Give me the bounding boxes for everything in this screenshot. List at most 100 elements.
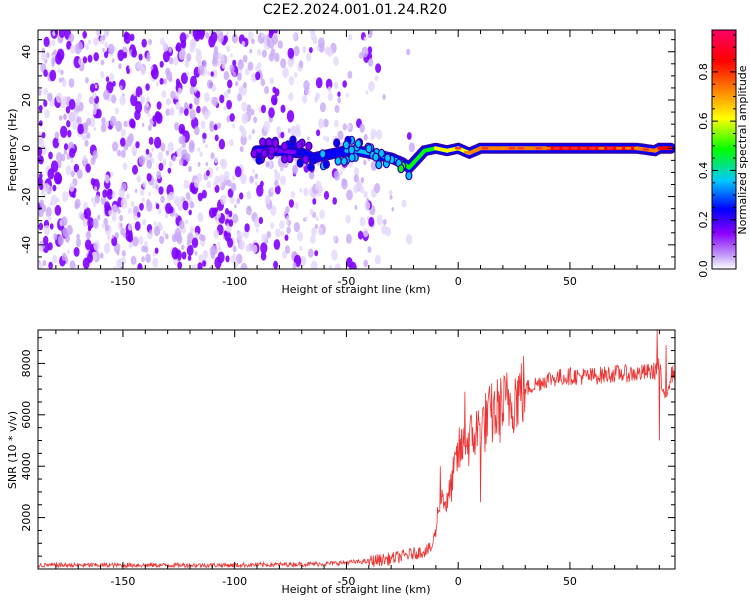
noise-speck xyxy=(172,155,177,162)
snr-x-ticks: -150 -100 -50 0 50 xyxy=(55,330,660,588)
noise-speck xyxy=(103,89,110,101)
noise-speck xyxy=(54,131,60,139)
noise-speck xyxy=(92,218,99,229)
noise-speck xyxy=(104,41,109,49)
noise-speck xyxy=(178,203,183,212)
noise-speck xyxy=(202,132,207,140)
spectrogram-y-ticks: -40 -20 0 20 40 xyxy=(20,39,675,270)
noise-speck xyxy=(47,168,55,180)
noise-speck xyxy=(228,219,234,227)
noise-speck xyxy=(284,245,291,254)
ridge-core-dash xyxy=(580,147,587,150)
noise-speck xyxy=(232,123,236,129)
noise-speck xyxy=(298,60,304,68)
noise-speck xyxy=(103,217,108,226)
noise-speck xyxy=(290,126,296,136)
noise-speck xyxy=(73,163,80,173)
ridge-segment xyxy=(411,148,427,165)
noise-speck xyxy=(159,225,163,231)
ridge-core-dash xyxy=(625,147,632,150)
noise-speck xyxy=(52,30,56,37)
ridge-core-dash xyxy=(508,147,515,150)
noise-speck xyxy=(123,31,129,40)
noise-speck xyxy=(135,101,143,113)
noise-speck xyxy=(240,125,245,133)
noise-speck xyxy=(123,232,126,238)
noise-speck xyxy=(38,209,41,217)
noise-speck xyxy=(83,207,92,220)
noise-speck xyxy=(226,31,230,36)
noise-speck xyxy=(202,260,207,267)
noise-speck xyxy=(155,203,160,210)
ridge-blob xyxy=(281,141,289,151)
noise-speck xyxy=(325,78,333,90)
noise-speck xyxy=(106,81,114,94)
noise-speck xyxy=(158,186,164,195)
noise-speck xyxy=(75,238,82,248)
ridge-blob xyxy=(307,162,315,172)
noise-speck xyxy=(353,167,359,176)
noise-speck xyxy=(206,170,210,177)
noise-speck xyxy=(57,138,61,144)
noise-speck xyxy=(167,98,172,105)
noise-speck xyxy=(148,152,153,158)
noise-speck xyxy=(111,58,115,63)
noise-speck xyxy=(236,197,241,205)
noise-speck xyxy=(194,251,198,256)
noise-speck xyxy=(195,90,201,99)
noise-speck xyxy=(255,228,259,233)
noise-speck xyxy=(93,126,97,132)
y-tick-label: -20 xyxy=(20,188,33,206)
noise-speck xyxy=(406,132,412,140)
noise-speck xyxy=(69,182,75,192)
noise-speck xyxy=(303,187,309,197)
noise-speck xyxy=(123,120,128,128)
noise-speck xyxy=(141,245,146,253)
noise-speck xyxy=(69,44,76,54)
noise-speck xyxy=(210,251,216,260)
noise-speck xyxy=(191,237,199,249)
noise-speck xyxy=(240,262,248,269)
noise-speck xyxy=(156,101,162,110)
noise-speck xyxy=(138,53,143,61)
noise-speck xyxy=(52,184,57,192)
noise-speck xyxy=(233,259,239,268)
noise-speck xyxy=(237,93,243,102)
noise-speck xyxy=(345,214,351,224)
snr-series-line xyxy=(38,330,675,569)
noise-speck xyxy=(131,48,137,58)
ridge-blob xyxy=(322,159,330,169)
ridge-blob xyxy=(295,148,303,158)
noise-speck xyxy=(85,77,89,84)
noise-speck xyxy=(189,44,195,53)
noise-speck xyxy=(239,146,244,153)
noise-speck xyxy=(260,180,264,187)
noise-speck xyxy=(286,226,291,234)
noise-speck xyxy=(229,64,235,73)
noise-speck xyxy=(268,107,275,119)
noise-speck xyxy=(114,107,119,115)
noise-speck xyxy=(168,76,173,83)
noise-speck xyxy=(333,170,340,181)
noise-speck xyxy=(112,80,116,87)
noise-speck xyxy=(109,73,115,82)
noise-speck xyxy=(69,260,76,269)
noise-speck xyxy=(260,251,267,261)
noise-speck xyxy=(314,223,318,230)
ridge-blob xyxy=(333,138,341,148)
noise-speck xyxy=(214,256,222,269)
noise-speck xyxy=(120,266,123,269)
noise-speck xyxy=(126,193,130,200)
ridge-core-dash xyxy=(642,148,649,151)
ridge-core-dash xyxy=(535,147,542,150)
noise-speck xyxy=(363,134,368,141)
spectrogram-frame xyxy=(37,29,676,270)
noise-speck xyxy=(43,225,50,236)
ridge-blob xyxy=(384,153,392,163)
noise-speck xyxy=(54,204,62,216)
noise-speck xyxy=(316,129,321,137)
noise-speck xyxy=(302,46,307,54)
noise-speck xyxy=(107,188,113,197)
noise-speck xyxy=(186,244,194,256)
noise-speck xyxy=(334,104,340,113)
